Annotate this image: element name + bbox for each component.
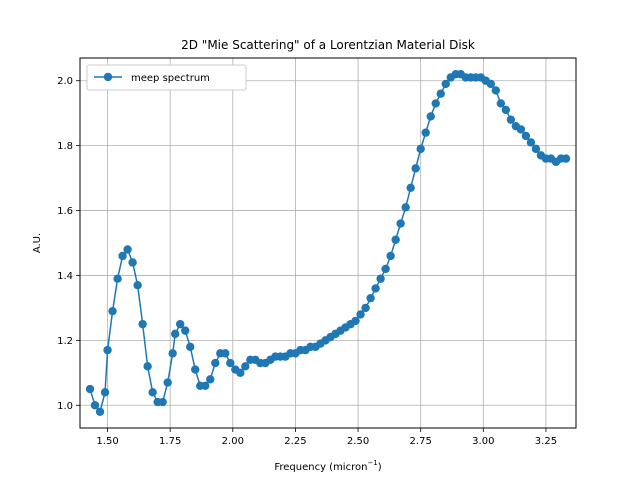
data-point (176, 319, 185, 329)
data-point (406, 183, 415, 193)
data-point (186, 342, 195, 352)
data-point (351, 316, 360, 326)
data-point (361, 303, 370, 313)
data-point (113, 274, 122, 283)
data-point (181, 326, 190, 335)
series-layer (85, 70, 571, 416)
data-point (123, 245, 132, 254)
data-point (526, 138, 536, 147)
data-point (108, 306, 117, 316)
data-point (411, 164, 420, 173)
y-tick-label: 1.4 (57, 271, 73, 282)
data-point (143, 362, 152, 371)
series-line (89, 73, 566, 414)
data-point (396, 219, 405, 228)
data-point (371, 284, 380, 293)
data-point (133, 280, 142, 290)
x-axis: 1.50 1.75 2.00 2.25 2.50 2.75 3.00 3.25 (96, 428, 557, 447)
data-point (211, 358, 220, 368)
data-point (138, 319, 147, 329)
data-point (501, 105, 511, 115)
y-axis: 1.0 1.2 1.4 1.6 1.8 2.0 (57, 76, 80, 412)
y-axis-label: A.U. (32, 233, 43, 253)
data-point (486, 79, 496, 89)
data-point (421, 128, 430, 137)
legend-box (86, 64, 247, 91)
data-point (496, 99, 506, 108)
data-point (441, 79, 450, 89)
data-point (431, 99, 440, 108)
data-point (100, 388, 110, 397)
data-point (401, 203, 410, 212)
x-tick-label: 1.75 (159, 436, 181, 447)
data-point (163, 378, 172, 387)
data-point (95, 407, 105, 416)
y-tick-label: 1.6 (57, 206, 73, 217)
data-point (158, 397, 167, 407)
chart-title: 2D "Mie Scattering" of a Lorentzian Mate… (181, 38, 475, 52)
data-point (168, 349, 177, 358)
data-point (118, 251, 127, 261)
data-point (148, 388, 157, 397)
y-tick-label: 2.0 (57, 76, 73, 87)
legend-marker (103, 72, 113, 82)
x-tick-label: 2.75 (410, 436, 432, 447)
data-point (381, 264, 390, 274)
data-point (221, 349, 230, 358)
data-point (170, 329, 180, 339)
data-point (416, 144, 425, 154)
data-point (90, 401, 100, 410)
data-point (103, 345, 112, 355)
x-tick-label: 2.50 (347, 436, 369, 447)
y-tick-label: 1.8 (57, 141, 73, 152)
x-tick-label: 2.00 (222, 436, 244, 447)
data-point (236, 368, 245, 378)
data-point (366, 293, 375, 303)
legend: meep spectrum (86, 64, 247, 91)
x-tick-label: 3.00 (472, 436, 494, 447)
data-point (206, 375, 215, 384)
data-point (226, 358, 235, 368)
data-point (521, 131, 531, 141)
data-point (561, 154, 571, 163)
plot-frame (79, 57, 577, 429)
data-point (241, 362, 250, 371)
data-point (386, 251, 395, 261)
data-point (531, 144, 541, 154)
legend-label: meep spectrum (131, 73, 210, 84)
data-point (491, 86, 501, 95)
data-point (356, 310, 365, 319)
data-point (516, 125, 526, 134)
grid-lines (80, 58, 576, 428)
data-point (376, 274, 385, 283)
data-point (128, 258, 137, 267)
x-tick-label: 3.25 (535, 436, 557, 447)
x-tick-label: 2.25 (284, 436, 306, 447)
x-axis-label: Frequency (micron−1) (274, 459, 381, 473)
data-point (201, 381, 210, 391)
data-point (85, 384, 95, 394)
x-tick-label: 1.50 (96, 436, 118, 447)
y-tick-label: 1.2 (57, 336, 73, 347)
data-point (391, 235, 400, 244)
data-point (436, 89, 445, 98)
data-point (426, 112, 435, 121)
data-point (506, 115, 516, 124)
data-point (191, 365, 200, 374)
y-tick-label: 1.0 (57, 401, 73, 412)
